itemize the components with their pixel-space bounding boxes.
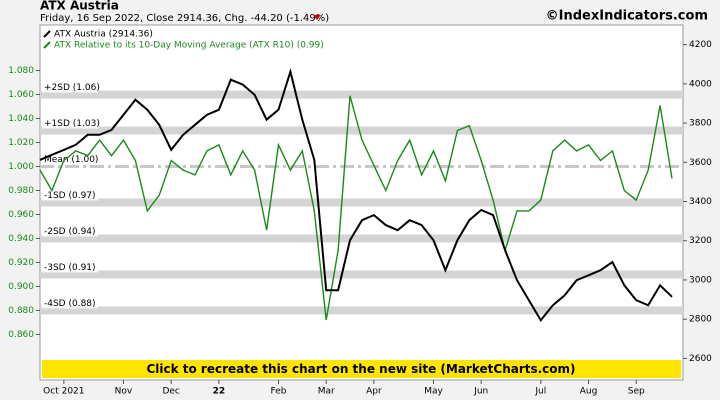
x-tick-label: Jul: [534, 387, 546, 397]
band-label-bg: [42, 118, 98, 129]
band-label: -2SD (0.94): [44, 227, 96, 237]
y-tick-label: 1.020: [8, 138, 34, 148]
y-tick-label: 1.060: [8, 90, 34, 100]
x-tick-label: Nov: [115, 387, 133, 397]
x-tick-label: Dec: [162, 387, 179, 397]
y-tick-label: 1.080: [8, 66, 34, 76]
band-label: Mean (1.00): [44, 155, 98, 165]
y2-tick-label: 3200: [689, 236, 712, 246]
banner-text[interactable]: Click to recreate this chart on the new …: [146, 362, 575, 376]
sd-band: [40, 198, 683, 207]
x-tick-label: Oct 2021: [43, 387, 84, 397]
band-label: +1SD (1.03): [44, 119, 100, 129]
sd-band: [40, 234, 683, 243]
legend-swatch: [43, 41, 51, 49]
sd-band: [40, 270, 683, 279]
down-arrow: [313, 15, 321, 20]
series-line: [39, 95, 673, 321]
x-tick-label: 22: [213, 387, 226, 397]
band-label: -3SD (0.91): [44, 263, 96, 273]
legend-label: ATX Relative to its 10-Day Moving Averag…: [54, 41, 324, 51]
x-tick-label: Feb: [271, 387, 287, 397]
y-tick-label: 1.040: [8, 114, 34, 124]
band-label-bg: [42, 190, 98, 201]
y-tick-label: 0.940: [8, 234, 34, 244]
banner[interactable]: [42, 360, 681, 378]
y-tick-label: 0.980: [8, 186, 34, 196]
y2-tick-label: 2800: [689, 315, 712, 325]
y2-tick-label: 4000: [689, 79, 712, 89]
y-tick-label: 1.000: [8, 162, 34, 172]
x-tick-label: Sep: [628, 387, 645, 397]
y-tick-label: 0.960: [8, 210, 34, 220]
band-label-bg: [42, 226, 98, 237]
sd-band: [40, 306, 683, 315]
y2-tick-label: 3600: [689, 158, 712, 168]
band-label-bg: [42, 82, 98, 93]
chart-title: ATX Austria: [40, 0, 119, 13]
y2-tick-label: 3400: [689, 197, 712, 207]
y-tick-label: 0.880: [8, 306, 34, 316]
chart-subtitle: Friday, 16 Sep 2022, Close 2914.36, Chg.…: [40, 13, 329, 24]
sd-band: [40, 90, 683, 99]
y-tick-label: 0.860: [8, 330, 34, 340]
legend-label: ATX Austria (2914.36): [54, 30, 153, 40]
series-line: [39, 67, 673, 322]
x-tick-label: May: [424, 387, 443, 397]
legend-swatch: [43, 30, 51, 38]
sd-band: [40, 126, 683, 135]
y-tick-label: 0.920: [8, 258, 34, 268]
band-label: -1SD (0.97): [44, 191, 96, 201]
y2-tick-label: 3000: [689, 275, 712, 285]
band-label: +2SD (1.06): [44, 83, 100, 93]
y2-tick-label: 2600: [689, 354, 712, 364]
x-tick-label: Aug: [580, 387, 598, 397]
y2-tick-label: 4200: [689, 40, 712, 50]
x-tick-label: Jun: [473, 387, 488, 397]
band-label-bg: [42, 262, 98, 273]
x-tick-label: Mar: [318, 387, 335, 397]
band-label: -4SD (0.88): [44, 299, 96, 309]
band-label-bg: [42, 298, 98, 309]
x-tick-label: Apr: [366, 387, 382, 397]
band-label-bg: [42, 154, 98, 165]
y2-tick-label: 3800: [689, 119, 712, 129]
y-tick-label: 0.900: [8, 282, 34, 292]
source: ©IndexIndicators.com: [546, 9, 708, 24]
